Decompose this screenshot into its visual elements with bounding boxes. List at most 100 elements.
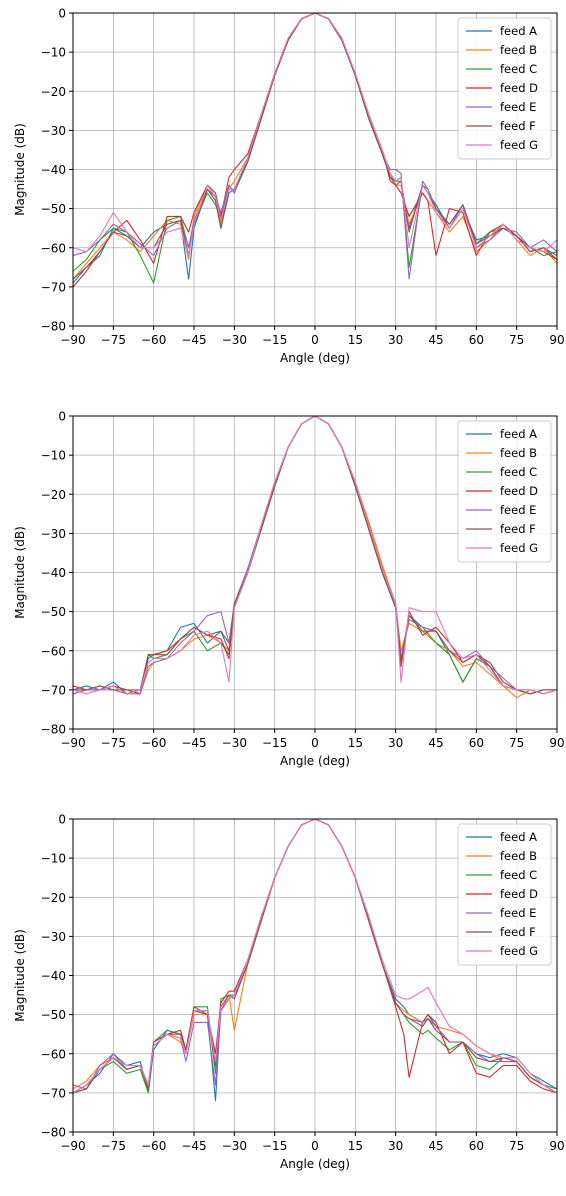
x-tick-label: 15	[348, 333, 363, 347]
x-tick-label: −75	[101, 1139, 126, 1153]
x-axis: −90 −75 −60 −45 −30 −15 0 15 30 45 60 75 90	[60, 729, 565, 750]
y-tick-label: −40	[41, 163, 66, 177]
x-tick-label: 0	[311, 333, 319, 347]
y-tick-label: −70	[41, 280, 66, 294]
x-tick-label: 30	[388, 333, 403, 347]
y-tick-label: −80	[41, 1126, 66, 1140]
legend-label: feed G	[500, 541, 538, 555]
series-line-feed-g	[73, 819, 557, 1094]
legend: feed A feed B feed C feed D feed E feed F feed…	[457, 823, 552, 966]
x-axis: −90 −75 −60 −45 −30 −15 0 15 30 45 60 75 90	[60, 326, 565, 347]
x-tick-label: 90	[549, 1139, 564, 1153]
y-tick-label: −70	[41, 1086, 66, 1100]
y-tick-label: −30	[41, 527, 66, 541]
x-tick-label: −60	[141, 333, 166, 347]
series-line-feed-d	[73, 13, 557, 288]
x-tick-label: 45	[428, 1139, 443, 1153]
legend-box	[457, 17, 552, 160]
legend-box	[457, 420, 552, 563]
y-axis: 0 −10 −20 −30 −40 −50 −60 −70 −80	[41, 7, 73, 334]
x-tick-label: −15	[262, 333, 287, 347]
legend-label: feed G	[500, 138, 538, 152]
y-axis-label: Magnitude (dB)	[13, 123, 27, 216]
x-tick-label: 75	[509, 333, 524, 347]
x-tick-label: 60	[469, 1139, 484, 1153]
legend-label: feed C	[500, 868, 537, 882]
y-tick-label: −60	[41, 1047, 66, 1061]
x-axis-label: Angle (deg)	[280, 351, 350, 365]
y-tick-label: −20	[41, 85, 66, 99]
legend-label: feed F	[500, 119, 536, 133]
y-axis-label: Magnitude (dB)	[13, 526, 27, 619]
legend-label: feed E	[500, 100, 536, 114]
x-tick-label: 0	[311, 1139, 319, 1153]
y-tick-label: −60	[41, 241, 66, 255]
x-tick-label: 0	[311, 736, 319, 750]
x-tick-label: −45	[181, 1139, 206, 1153]
x-tick-label: 60	[469, 333, 484, 347]
x-tick-label: 45	[428, 333, 443, 347]
y-tick-label: −30	[41, 930, 66, 944]
y-tick-label: −70	[41, 683, 66, 697]
legend-label: feed G	[500, 944, 538, 958]
series-line-feed-g	[73, 13, 557, 257]
legend-label: feed E	[500, 906, 536, 920]
x-tick-label: 75	[509, 736, 524, 750]
x-tick-label: 45	[428, 736, 443, 750]
y-tick-label: −80	[41, 723, 66, 737]
y-tick-label: −20	[41, 488, 66, 502]
series-lines	[73, 13, 557, 288]
y-axis: 0 −10 −20 −30 −40 −50 −60 −70 −80	[41, 410, 73, 737]
x-tick-label: −90	[60, 333, 85, 347]
y-tick-label: −10	[41, 852, 66, 866]
legend-label: feed F	[500, 925, 536, 939]
x-tick-label: −15	[262, 736, 287, 750]
x-tick-label: 90	[549, 333, 564, 347]
chart-panel-3: −90 −75 −60 −45 −30 −15 0 15 30 45 60 75 90 0 −10 −20 −3…	[13, 813, 565, 1172]
x-tick-label: −15	[262, 1139, 287, 1153]
chart-panel-2: −90 −75 −60 −45 −30 −15 0 15 30 45 60 75 90 0 −10 −20 −3…	[13, 410, 565, 769]
x-tick-label: −45	[181, 333, 206, 347]
legend-label: feed B	[500, 849, 537, 863]
legend-label: feed B	[500, 446, 537, 460]
x-tick-label: 30	[388, 736, 403, 750]
y-tick-label: −50	[41, 605, 66, 619]
legend-label: feed A	[500, 427, 537, 441]
series-line-feed-f	[73, 13, 557, 280]
x-tick-label: −30	[222, 736, 247, 750]
x-tick-label: −75	[101, 333, 126, 347]
y-tick-label: −50	[41, 1008, 66, 1022]
x-tick-label: 15	[348, 736, 363, 750]
legend-label: feed E	[500, 503, 536, 517]
legend-box	[457, 823, 552, 966]
y-tick-label: 0	[58, 813, 66, 827]
x-axis-label: Angle (deg)	[280, 1157, 350, 1171]
legend-label: feed D	[500, 887, 538, 901]
x-tick-label: 75	[509, 1139, 524, 1153]
y-tick-label: −40	[41, 566, 66, 580]
x-axis-label: Angle (deg)	[280, 754, 350, 768]
x-tick-label: 90	[549, 736, 564, 750]
y-tick-label: −60	[41, 644, 66, 658]
y-tick-label: −20	[41, 891, 66, 905]
y-tick-label: −40	[41, 969, 66, 983]
x-tick-label: −30	[222, 1139, 247, 1153]
y-axis: 0 −10 −20 −30 −40 −50 −60 −70 −80	[41, 813, 73, 1140]
x-tick-label: −90	[60, 736, 85, 750]
x-tick-label: −60	[141, 736, 166, 750]
y-tick-label: 0	[58, 7, 66, 21]
y-axis-label: Magnitude (dB)	[13, 929, 27, 1022]
x-axis: −90 −75 −60 −45 −30 −15 0 15 30 45 60 75 90	[60, 1132, 565, 1153]
series-lines	[73, 819, 557, 1102]
legend-label: feed A	[500, 24, 537, 38]
y-tick-label: −30	[41, 124, 66, 138]
x-tick-label: −60	[141, 1139, 166, 1153]
legend-label: feed B	[500, 43, 537, 57]
series-line-feed-g	[73, 416, 557, 695]
y-tick-label: 0	[58, 410, 66, 424]
x-tick-label: −45	[181, 736, 206, 750]
legend: feed A feed B feed C feed D feed E feed F feed…	[457, 17, 552, 160]
chart-panel-1: −90 −75 −60 −45 −30 −15 0 15 30 45 60 75 90 0 −10 −20 −3…	[13, 7, 565, 366]
legend-label: feed F	[500, 522, 536, 536]
